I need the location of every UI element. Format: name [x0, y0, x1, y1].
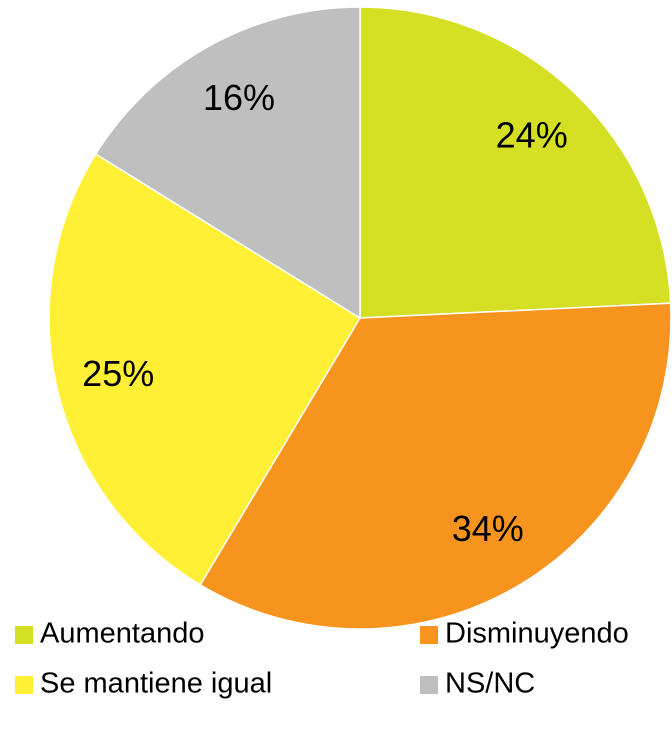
legend-swatch: [420, 676, 438, 694]
pie-slice: [48, 152, 362, 586]
data-label: 25%: [82, 353, 154, 394]
legend-label: Se mantiene igual: [40, 668, 272, 700]
pie-slice: [199, 302, 672, 630]
legend-swatch: [15, 626, 33, 644]
legend-label: NS/NC: [445, 668, 535, 700]
pie-slice: [94, 6, 361, 320]
data-label: 16%: [203, 77, 275, 118]
data-label: 34%: [452, 508, 524, 549]
data-label: 24%: [496, 114, 568, 155]
legend-label: Aumentando: [40, 618, 204, 650]
legend-swatch: [420, 626, 438, 644]
pie-slice: [359, 6, 672, 319]
legend-swatch: [15, 676, 33, 694]
legend-label: Disminuyendo: [445, 618, 629, 650]
